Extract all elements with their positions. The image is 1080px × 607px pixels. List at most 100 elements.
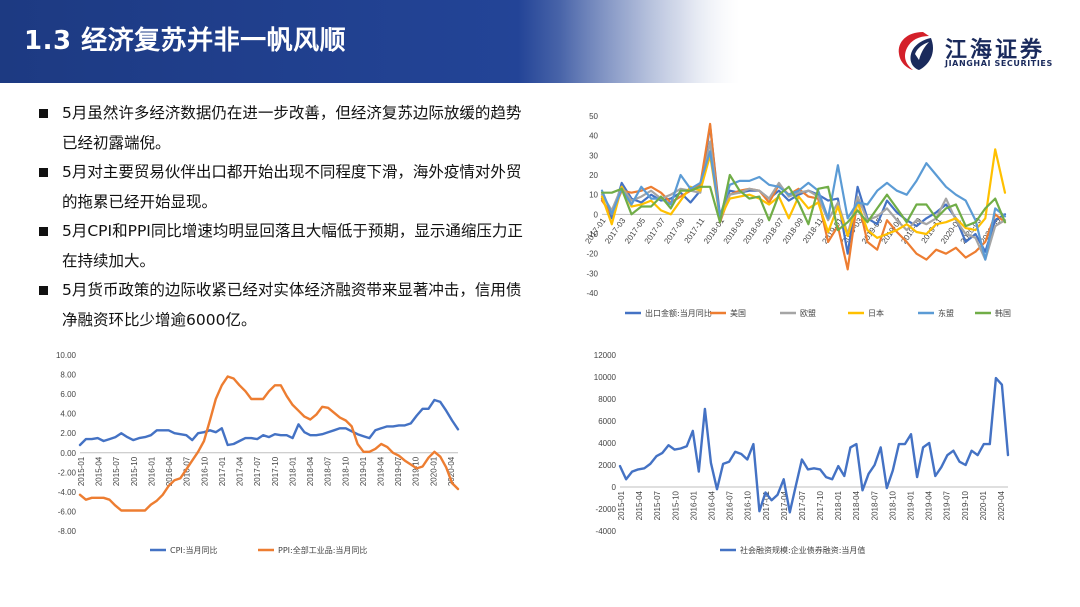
x-tick-label: 2019-07	[394, 456, 403, 486]
legend-label: PPI:全部工业品:当月同比	[278, 545, 367, 555]
x-tick-label: 2015-10	[130, 456, 139, 486]
x-tick-label: 2017-07	[253, 456, 262, 486]
bullet-item: 5月货币政策的边际收紧已经对实体经济融资带来显著冲击，信用债 净融资环比少增逾60…	[36, 276, 556, 335]
y-tick-label: -6.00	[58, 507, 77, 516]
bullet-square-icon	[39, 227, 48, 236]
legend-label: CPI:当月同比	[170, 545, 217, 555]
x-tick-label: 2019-01	[359, 456, 368, 486]
series-line	[618, 376, 1010, 514]
series-line	[78, 375, 460, 512]
series-line	[78, 398, 460, 447]
x-tick-label: 2017-07	[798, 490, 807, 520]
legend-label: 韩国	[995, 308, 1011, 318]
y-tick-label: 50	[589, 112, 598, 121]
page-title: 1.3 经济复苏并非一帆风顺	[24, 26, 347, 56]
y-tick-label: 0.00	[60, 449, 76, 458]
x-tick-label: 2018-01	[834, 490, 843, 520]
y-tick-label: 10	[589, 191, 598, 200]
series-line	[600, 140, 1007, 261]
export-yoy-chart-svg: 50403020100-10-20-30-402017-012017-03201…	[583, 112, 1011, 318]
x-tick-label: 2017-04	[236, 456, 245, 486]
x-tick-label: 2018-10	[341, 456, 350, 486]
bullet-square-icon	[39, 168, 48, 177]
x-tick-label: 2018-10	[888, 490, 897, 520]
x-tick-label: 2015-07	[653, 490, 662, 520]
bullet-square-icon	[39, 109, 48, 118]
cpi-ppi-chart: 10.00 8.00 6.00 4.00 2.00 0.00 -2.00 -4.00 -6.00…	[40, 345, 480, 565]
x-tick-label: 2020-04	[447, 456, 456, 486]
x-tick-label: 2018-01	[288, 456, 297, 486]
legend-label: 欧盟	[800, 308, 816, 318]
y-tick-label: 0	[612, 483, 617, 492]
y-tick-label: 10.00	[56, 351, 77, 360]
y-tick-label: 10000	[594, 373, 617, 382]
y-tick-label: -20	[586, 250, 598, 259]
x-tick-label: 2020-01	[429, 456, 438, 486]
y-tick-label: -2000	[596, 505, 617, 514]
x-tick-label: 2016-04	[707, 490, 716, 520]
legend-label: 东盟	[938, 308, 954, 318]
x-tick-label: 2018-04	[306, 456, 315, 486]
x-tick-label: 2020-01	[979, 490, 988, 520]
y-tick-label: 30	[589, 151, 598, 160]
x-tick-label: 2020-04	[997, 490, 1006, 520]
x-tick-label: 2017-01	[762, 490, 771, 520]
y-tick-label: 4.00	[60, 410, 76, 419]
header-fade	[560, 0, 760, 83]
jianghai-logo-icon	[898, 32, 933, 70]
bullet-item: 5月对主要贸易伙伴出口都开始出现不同程度下滑，海外疫情对外贸 的拖累已经开始显现。	[36, 158, 556, 217]
y-tick-label: -4.00	[58, 488, 77, 497]
x-tick-label: 2016-01	[147, 456, 156, 486]
x-tick-label: 2017-01	[218, 456, 227, 486]
legend-label: 社会融资规模:企业债券融资:当月值	[740, 545, 865, 555]
x-tick-label: 2015-04	[635, 490, 644, 520]
x-tick-label: 2015-04	[95, 456, 104, 486]
bullet-square-icon	[39, 286, 48, 295]
y-tick-label: 2.00	[60, 429, 76, 438]
x-tick-label: 2019-01	[907, 490, 916, 520]
y-tick-label: 20	[589, 171, 598, 180]
x-tick-label: 2016-07	[183, 456, 192, 486]
x-tick-label: 2019-10	[961, 490, 970, 520]
series-line	[600, 148, 1007, 239]
y-tick-label: -4000	[596, 527, 617, 536]
x-tick-label: 2016-10	[744, 490, 753, 520]
logo-english-name: JIANGHAI SECURITIES	[945, 59, 1053, 68]
x-tick-label: 2017-04	[780, 490, 789, 520]
x-tick-label: 2015-01	[617, 490, 626, 520]
series-line	[600, 150, 1007, 261]
bullet-item: 5月虽然许多经济数据仍在进一步改善，但经济复苏边际放缓的趋势 已经初露端倪。	[36, 99, 556, 158]
x-tick-label: 2016-04	[165, 456, 174, 486]
x-tick-label: 2016-01	[689, 490, 698, 520]
x-tick-label: 2015-01	[77, 456, 86, 486]
y-tick-label: -8.00	[58, 527, 77, 536]
x-tick-label: 2019-04	[925, 490, 934, 520]
x-tick-label: 2019-04	[377, 456, 386, 486]
x-tick-label: 2019-10	[412, 456, 421, 486]
legend-label: 日本	[868, 308, 884, 318]
y-tick-label: 12000	[594, 351, 617, 360]
x-tick-label: 2016-07	[726, 490, 735, 520]
y-tick-label: 6000	[598, 417, 616, 426]
y-tick-label: -40	[586, 289, 598, 298]
y-tick-label: 40	[589, 132, 598, 141]
corporate-bond-financing-chart-svg: 120001000080006000400020000-2000-4000201…	[594, 351, 1010, 555]
y-tick-label: -30	[586, 269, 598, 278]
y-tick-label: 6.00	[60, 390, 76, 399]
cpi-ppi-chart-svg: 10.00 8.00 6.00 4.00 2.00 0.00 -2.00 -4.00 -6.00…	[56, 351, 460, 555]
y-tick-label: 0	[594, 210, 599, 219]
bullet-item: 5月CPI和PPI同比增速均明显回落且大幅低于预期，显示通缩压力正 在持续加大。	[36, 217, 556, 276]
legend-label: 出口金额:当月同比	[645, 308, 712, 318]
y-tick-label: -10	[586, 230, 598, 239]
series-line	[600, 173, 1007, 232]
export-yoy-chart: 50 40 30 20 10 0 -10 -20 -30 -40 2017-01 2017-03 201…	[580, 108, 1020, 328]
x-tick-label: 2015-10	[671, 490, 680, 520]
corporate-bond-financing-chart: 12000 10000 8000 6000 4000 2000 0 -2000 -4000 201…	[580, 345, 1020, 565]
x-tick-label: 2018-04	[852, 490, 861, 520]
y-tick-label: 2000	[598, 461, 616, 470]
x-tick-label: 2015-07	[112, 456, 121, 486]
y-tick-label: 8.00	[60, 371, 76, 380]
y-tick-label: 4000	[598, 439, 616, 448]
x-tick-label: 2017-10	[816, 490, 825, 520]
legend-label: 美国	[730, 308, 746, 318]
